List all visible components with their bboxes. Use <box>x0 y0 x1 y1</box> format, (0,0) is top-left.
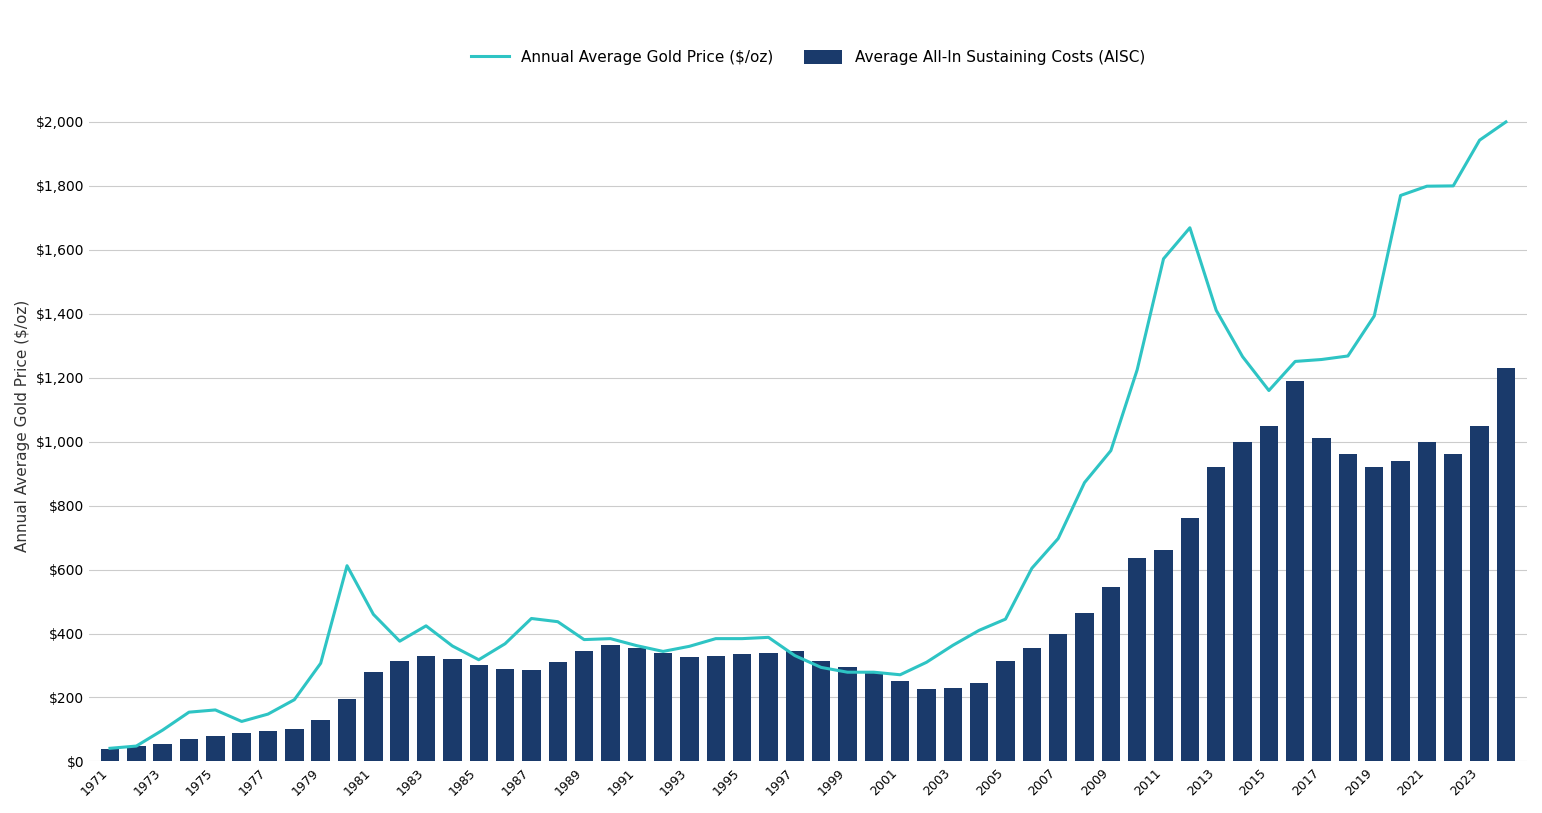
Bar <box>497 668 515 762</box>
Bar <box>1365 467 1383 762</box>
Bar <box>1391 461 1409 762</box>
Bar <box>364 672 382 762</box>
Bar <box>785 651 803 762</box>
Annual Average Gold Price ($/oz) <box>100 743 119 753</box>
Bar <box>1127 559 1146 762</box>
Bar <box>338 699 356 762</box>
Bar <box>443 659 461 762</box>
Bar <box>207 736 225 762</box>
Bar <box>469 666 487 762</box>
Bar <box>891 681 910 762</box>
Bar <box>1181 519 1200 762</box>
Bar <box>1234 441 1252 762</box>
Bar <box>575 651 594 762</box>
Annual Average Gold Price ($/oz) <box>338 561 356 571</box>
Bar <box>100 749 119 762</box>
Line: Annual Average Gold Price ($/oz): Annual Average Gold Price ($/oz) <box>109 122 1507 748</box>
Bar <box>390 661 409 762</box>
Bar <box>944 688 962 762</box>
Bar <box>1260 426 1278 762</box>
Bar <box>126 746 145 762</box>
Bar <box>654 653 672 762</box>
Bar <box>680 658 699 762</box>
Y-axis label: Annual Average Gold Price ($/oz): Annual Average Gold Price ($/oz) <box>15 299 29 552</box>
Legend: Annual Average Gold Price ($/oz), Average All-In Sustaining Costs (AISC): Annual Average Gold Price ($/oz), Averag… <box>464 44 1150 72</box>
Bar <box>706 656 725 762</box>
Bar <box>1338 454 1357 762</box>
Annual Average Gold Price ($/oz) <box>628 641 646 650</box>
Bar <box>233 733 251 762</box>
Bar <box>1497 368 1516 762</box>
Bar <box>523 670 541 762</box>
Bar <box>996 661 1015 762</box>
Bar <box>1207 467 1226 762</box>
Annual Average Gold Price ($/oz) <box>917 658 936 667</box>
Bar <box>601 645 620 762</box>
Annual Average Gold Price ($/oz) <box>1497 117 1516 127</box>
Bar <box>1312 438 1331 762</box>
Bar <box>1101 587 1119 762</box>
Bar <box>259 731 278 762</box>
Bar <box>1443 454 1462 762</box>
Bar <box>285 729 304 762</box>
Annual Average Gold Price ($/oz) <box>1049 533 1067 543</box>
Bar <box>865 673 884 762</box>
Bar <box>1286 381 1305 762</box>
Bar <box>917 689 936 762</box>
Bar <box>970 683 988 762</box>
Bar <box>1075 613 1093 762</box>
Bar <box>1022 648 1041 762</box>
Annual Average Gold Price ($/oz) <box>865 667 884 677</box>
Bar <box>732 654 751 762</box>
Bar <box>1049 633 1067 762</box>
Bar <box>1417 441 1436 762</box>
Bar <box>839 667 857 762</box>
Bar <box>180 739 199 762</box>
Bar <box>813 661 830 762</box>
Bar <box>1471 426 1490 762</box>
Bar <box>759 653 777 762</box>
Bar <box>628 648 646 762</box>
Bar <box>416 656 435 762</box>
Bar <box>154 744 171 762</box>
Annual Average Gold Price ($/oz) <box>944 641 962 650</box>
Bar <box>311 720 330 762</box>
Bar <box>1155 550 1173 762</box>
Bar <box>549 663 567 762</box>
